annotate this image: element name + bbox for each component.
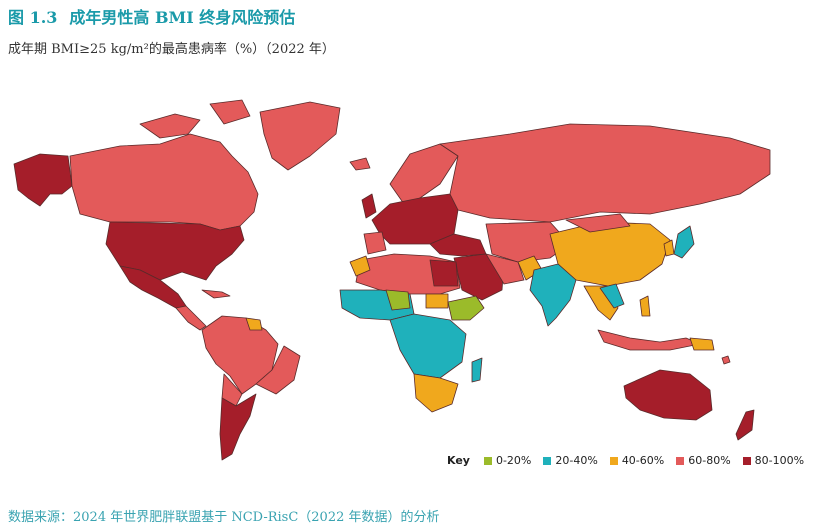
region-iceland [349,157,371,171]
region-iberia [363,231,387,255]
legend-swatch [483,456,492,465]
world-map [10,94,800,472]
data-source: 数据来源：2024 年世界肥胖联盟基于 NCD-RisC（2022 年数据）的分… [8,510,440,525]
region-arctic-islands [139,113,201,139]
region-europe [371,193,459,245]
legend-swatch [543,456,552,465]
region-russia [439,123,771,223]
region-mongolia [565,213,631,233]
region-central-asia [485,221,571,263]
map-legend: Key 0-20% 20-40% 40-60% 60-80% 80-100% [447,454,816,467]
legend-item: 20-40% [543,454,598,467]
region-papua [689,337,715,351]
region-caribbean [201,289,231,299]
region-southern-africa [413,373,459,413]
legend-label: 20-40% [555,454,598,467]
legend-label: 80-100% [754,454,805,467]
region-korea [663,239,675,257]
region-australia [623,369,713,421]
region-brazil [255,345,301,395]
region-egypt [429,259,459,287]
legend-item: 40-60% [609,454,665,467]
figure-title: 图 1.3 成年男性高 BMI 终身风险预估 [8,4,295,28]
region-madagascar [471,357,483,383]
region-horn [447,295,485,321]
region-canada [69,133,259,231]
region-philippines [639,295,651,317]
region-iran [485,253,525,285]
legend-swatch [676,456,685,465]
legend-item: 60-80% [676,454,731,467]
region-central-america [175,305,207,331]
region-uk [361,193,377,219]
figure-subtitle: 成年期 BMI≥25 kg/m²的最高患病率（%）（2022 年） [8,42,335,57]
legend-swatch [742,456,751,465]
legend-item: 80-100% [742,454,805,467]
legend-key-label: Key [447,454,470,467]
region-india [529,263,577,327]
world-map-svg [13,99,771,461]
region-indochina [599,283,625,309]
figure-number: 图 1.3 [8,8,58,27]
region-sahel-a [385,289,411,311]
region-morocco [349,255,371,277]
region-new-zealand [735,409,755,441]
region-central-africa [389,313,467,379]
figure-title-text: 成年男性高 BMI 终身风险预估 [69,8,296,27]
region-indonesia [597,329,701,351]
region-greenland [259,101,341,171]
region-argentina-chile [219,393,257,461]
region-pacific-islands [721,355,731,365]
legend-swatch [609,456,618,465]
region-japan [673,225,695,259]
legend-label: 40-60% [621,454,665,467]
region-arctic-islands-2 [209,99,251,125]
region-alaska [13,153,73,207]
region-guianas [245,317,263,331]
legend-label: 0-20% [495,454,532,467]
region-sahel-b [425,293,449,309]
legend-item: 0-20% [483,454,532,467]
legend-label: 60-80% [688,454,731,467]
